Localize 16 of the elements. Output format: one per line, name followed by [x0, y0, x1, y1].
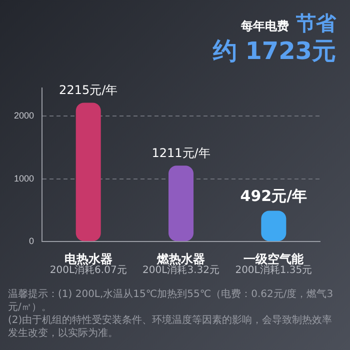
x-tick-label: 一级空气能 — [244, 252, 305, 266]
x-tick-label: 燃热水器 — [156, 252, 206, 266]
y-tick-label: 2000 — [14, 110, 34, 121]
text: 温馨提示：(1) 200L,水温从15℃加热到55℃（电费：0.62元/度，燃气3元/㎥）。 — [8, 288, 334, 314]
y-tick-label: 1000 — [14, 173, 34, 184]
text: (2)由于机组的特性受安装条件、环境温度等因素的影响，会导致制热效率发生改变，以实际为准。 — [8, 314, 334, 340]
chart-subtitle: 约 1723元 — [212, 36, 336, 67]
data-label: 492元/年 — [240, 187, 308, 206]
data-label: 1211元/年 — [152, 146, 210, 160]
y-tick-label: 0 — [29, 236, 34, 246]
chart-title: 每年电费 节省 — [241, 11, 336, 35]
data-label: 2215元/年 — [59, 82, 118, 97]
text: 200L消耗6.07元 — [50, 264, 127, 276]
x-tick-label: 电热水器 — [64, 252, 112, 266]
text: 200L消耗3.32元 — [142, 264, 220, 276]
text: 200L消耗1.35元 — [235, 264, 312, 276]
